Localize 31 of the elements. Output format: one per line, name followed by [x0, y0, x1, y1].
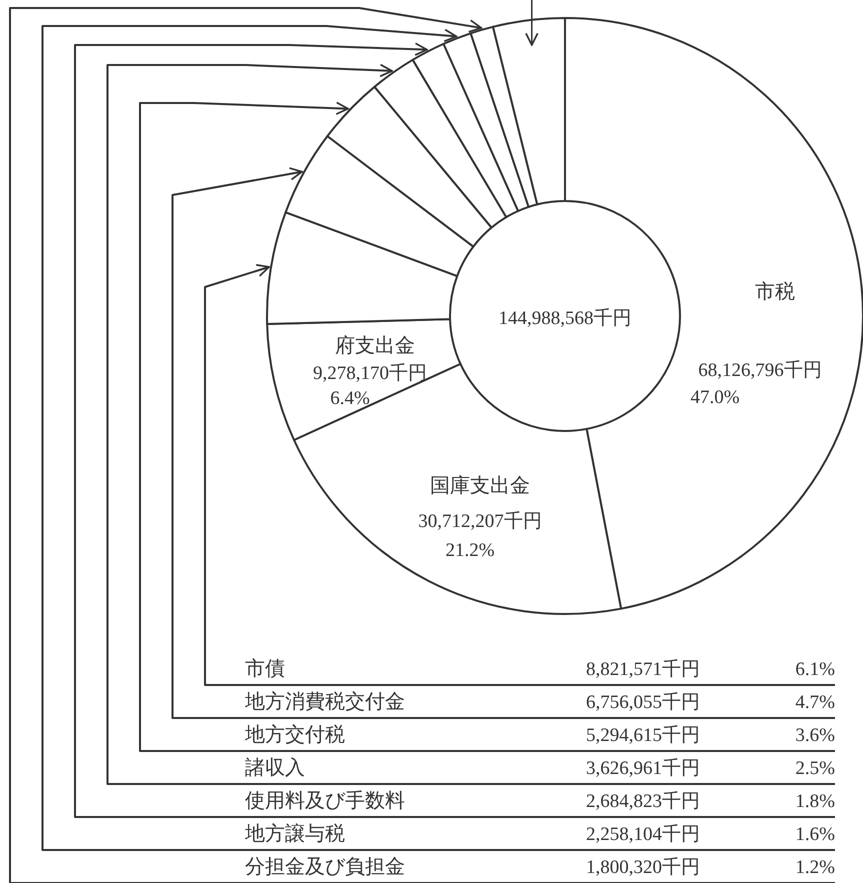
- data-label: 9,278,170千円: [313, 363, 427, 384]
- text: 3.6%: [795, 725, 835, 746]
- data-label: 68,126,796千円: [698, 360, 822, 381]
- data-label: 2,258,104千円: [586, 824, 700, 845]
- data-label: 1,800,320千円: [586, 857, 700, 878]
- slice-label: 国庫支出金: [430, 475, 530, 497]
- slice-label: 地方消費税交付金: [244, 690, 405, 713]
- slice-label: 地方交付税: [244, 723, 345, 746]
- text: 6.1%: [795, 659, 835, 680]
- text: 6.4%: [330, 388, 370, 409]
- text: 144,988,568千円: [498, 308, 632, 329]
- slice-label: 分担金及び負担金: [245, 856, 405, 878]
- slice-label: 市債: [245, 658, 285, 680]
- text: 47.0%: [690, 387, 740, 408]
- slice-label: 地方譲与税: [244, 822, 345, 845]
- data-label: 2,684,823千円: [586, 791, 700, 812]
- slice-label: 諸収入: [245, 757, 305, 779]
- data-label: 6,756,055千円: [586, 692, 700, 713]
- text: 1.2%: [795, 857, 835, 878]
- slice-label: 府支出金: [335, 335, 415, 357]
- data-label: 8,821,571千円: [586, 659, 700, 680]
- data-label: 3,626,961千円: [586, 758, 700, 779]
- slice-label: 市税: [755, 281, 795, 303]
- text: 2.5%: [795, 758, 835, 779]
- text: 1.6%: [795, 824, 835, 845]
- slice-label: 使用料及び手数料: [245, 790, 405, 812]
- text: 4.7%: [795, 692, 835, 713]
- text: 1.8%: [795, 791, 835, 812]
- text: 21.2%: [445, 540, 495, 561]
- data-label: 5,294,615千円: [586, 725, 700, 746]
- data-label: 30,712,207千円: [418, 511, 542, 532]
